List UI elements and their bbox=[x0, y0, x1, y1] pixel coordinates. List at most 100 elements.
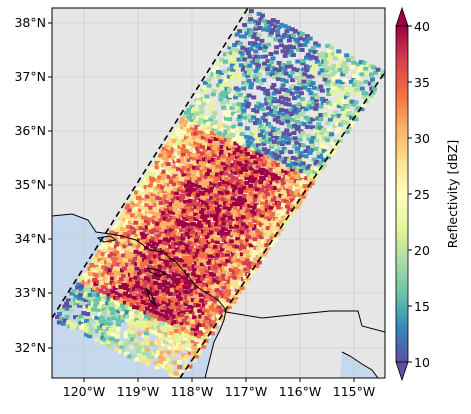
swath-cell bbox=[186, 172, 192, 177]
swath-cell bbox=[107, 268, 113, 273]
swath-cell bbox=[179, 321, 185, 326]
swath-cell bbox=[184, 175, 190, 180]
swath-cell bbox=[265, 246, 271, 251]
swath-cell bbox=[66, 303, 72, 308]
swath-cell bbox=[203, 175, 209, 180]
swath-cell bbox=[239, 230, 245, 235]
swath-cell bbox=[258, 54, 263, 59]
swath-cell bbox=[121, 246, 127, 251]
swath-cell bbox=[132, 243, 138, 248]
swath-cell bbox=[260, 87, 266, 91]
swath-cell bbox=[148, 260, 154, 264]
swath-cell bbox=[161, 233, 167, 238]
swath-cell bbox=[104, 333, 110, 338]
swath-cell bbox=[192, 107, 197, 112]
swath-cell bbox=[188, 347, 194, 352]
swath-cell bbox=[119, 222, 125, 227]
swath-cell bbox=[335, 142, 341, 147]
swath-cell bbox=[300, 61, 306, 66]
swath-cell bbox=[262, 118, 268, 123]
swath-cell bbox=[109, 271, 115, 276]
swath-cell bbox=[200, 331, 206, 336]
swath-cell bbox=[178, 370, 184, 374]
swath-cell bbox=[235, 250, 241, 255]
swath-cell bbox=[185, 312, 191, 316]
swath-cell bbox=[253, 69, 259, 74]
swath-cell bbox=[247, 114, 253, 119]
swath-cell bbox=[190, 331, 196, 336]
swath-cell bbox=[249, 251, 254, 256]
swath-cell bbox=[237, 179, 243, 184]
swath-cell bbox=[286, 38, 292, 43]
swath-cell bbox=[139, 282, 145, 287]
swath-cell bbox=[122, 342, 128, 347]
swath-cell bbox=[161, 330, 167, 335]
swath-cell bbox=[246, 246, 252, 250]
swath-cell bbox=[272, 24, 278, 29]
swath-cell bbox=[243, 167, 249, 172]
swath-cell bbox=[338, 138, 344, 143]
swath-cell bbox=[169, 248, 175, 252]
swath-cell bbox=[247, 157, 253, 162]
swath-cell bbox=[161, 240, 167, 245]
swath-cell bbox=[177, 172, 183, 177]
swath-cell bbox=[229, 200, 235, 204]
swath-cell bbox=[234, 198, 240, 203]
swath-cell bbox=[143, 296, 149, 301]
swath-cell bbox=[236, 139, 242, 144]
swath-cell bbox=[150, 188, 155, 193]
swath-cell bbox=[117, 315, 123, 320]
swath-cell bbox=[312, 64, 318, 69]
swath-cell bbox=[268, 222, 274, 227]
swath-cell bbox=[260, 129, 266, 134]
swath-cell bbox=[114, 270, 120, 275]
swath-cell bbox=[280, 49, 286, 54]
swath-cell bbox=[262, 48, 268, 53]
swath-cell bbox=[224, 266, 230, 271]
swath-cell bbox=[239, 252, 245, 257]
swath-cell bbox=[253, 203, 259, 208]
swath-cell bbox=[355, 83, 361, 88]
swath-cell bbox=[116, 246, 122, 251]
swath-cell bbox=[236, 57, 242, 62]
swath-cell bbox=[269, 205, 274, 210]
swath-cell bbox=[369, 86, 375, 91]
swath-cell bbox=[156, 295, 162, 300]
swath-cell bbox=[116, 301, 122, 306]
swath-cell bbox=[295, 188, 300, 193]
swath-cell bbox=[203, 295, 209, 299]
swath-cell bbox=[195, 146, 201, 151]
swath-cell bbox=[200, 144, 205, 149]
swath-cell bbox=[248, 67, 254, 72]
swath-cell bbox=[252, 32, 258, 37]
swath-cell bbox=[173, 371, 179, 376]
swath-cell bbox=[188, 245, 194, 250]
swath-cell bbox=[264, 156, 270, 161]
swath-cell bbox=[153, 223, 159, 228]
swath-cell bbox=[205, 163, 211, 168]
swath-cell bbox=[220, 293, 226, 298]
swath-cell bbox=[287, 179, 293, 184]
swath-cell bbox=[221, 264, 227, 269]
swath-cell bbox=[251, 74, 257, 79]
swath-cell bbox=[262, 54, 268, 59]
swath-cell bbox=[268, 52, 274, 56]
swath-cell bbox=[281, 203, 287, 208]
swath-cell bbox=[168, 312, 174, 316]
swath-cell bbox=[292, 96, 297, 101]
swath-cell bbox=[133, 295, 139, 300]
swath-cell bbox=[172, 230, 178, 235]
swath-cell bbox=[147, 225, 153, 230]
swath-cell bbox=[311, 157, 317, 162]
swath-cell bbox=[333, 82, 339, 87]
swath-cell bbox=[140, 183, 146, 188]
swath-cell bbox=[195, 201, 201, 206]
swath-cell bbox=[340, 63, 346, 68]
swath-cell bbox=[165, 315, 171, 320]
swath-cell bbox=[150, 236, 156, 241]
swath-cell bbox=[201, 310, 207, 315]
swath-cell bbox=[132, 299, 138, 304]
swath-cell bbox=[300, 173, 306, 178]
swath-cell bbox=[245, 229, 251, 234]
